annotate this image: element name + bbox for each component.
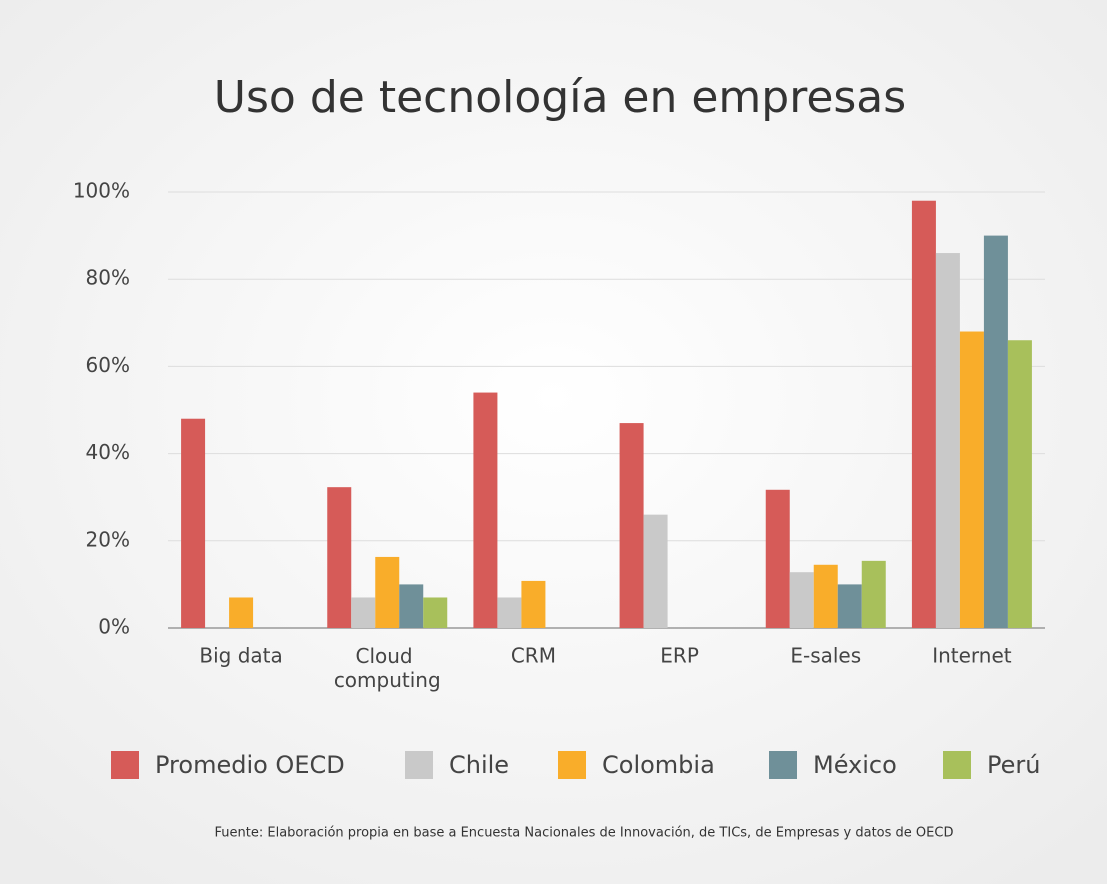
bar bbox=[229, 597, 254, 628]
y-tick-label: 40% bbox=[86, 440, 130, 464]
bar bbox=[959, 331, 984, 628]
legend-swatch bbox=[943, 751, 971, 779]
legend-label: Chile bbox=[449, 751, 509, 779]
legend-swatch bbox=[558, 751, 586, 779]
bar bbox=[181, 418, 206, 628]
x-tick-label: E-sales bbox=[790, 644, 861, 668]
bar bbox=[1007, 340, 1032, 628]
y-tick-label: 60% bbox=[86, 353, 130, 377]
bar bbox=[399, 584, 424, 628]
bar bbox=[983, 235, 1008, 628]
legend-label: Promedio OECD bbox=[155, 751, 345, 779]
bar bbox=[351, 597, 376, 628]
bar bbox=[813, 564, 838, 628]
bar bbox=[789, 572, 814, 628]
bar bbox=[765, 489, 790, 628]
bar bbox=[837, 584, 862, 628]
bar bbox=[935, 253, 960, 629]
bar bbox=[473, 392, 498, 628]
y-tick-label: 80% bbox=[86, 266, 130, 290]
source-note: Fuente: Elaboración propia en base a Enc… bbox=[215, 826, 954, 841]
y-tick-label: 100% bbox=[73, 179, 130, 203]
x-tick-label: Big data bbox=[199, 644, 282, 668]
chart-title: Uso de tecnología en empresas bbox=[214, 72, 906, 123]
bar bbox=[619, 423, 644, 628]
bar bbox=[861, 560, 886, 628]
bar bbox=[521, 580, 546, 628]
x-tick-label: Cloud computing bbox=[334, 644, 441, 692]
legend-label: Colombia bbox=[602, 751, 715, 779]
bar bbox=[643, 514, 668, 628]
legend-label: México bbox=[813, 751, 897, 779]
bar bbox=[423, 597, 448, 628]
bar bbox=[497, 597, 522, 628]
legend-swatch bbox=[405, 751, 433, 779]
legend-label: Perú bbox=[987, 751, 1040, 779]
bar bbox=[375, 556, 400, 628]
x-tick-label: ERP bbox=[660, 644, 699, 668]
x-tick-label: CRM bbox=[511, 644, 556, 668]
bar bbox=[911, 200, 936, 628]
y-tick-label: 20% bbox=[86, 527, 130, 551]
y-tick-label: 0% bbox=[98, 615, 130, 639]
legend-swatch bbox=[111, 751, 139, 779]
bar bbox=[327, 487, 352, 628]
x-tick-label: Internet bbox=[932, 644, 1012, 668]
legend-swatch bbox=[769, 751, 797, 779]
